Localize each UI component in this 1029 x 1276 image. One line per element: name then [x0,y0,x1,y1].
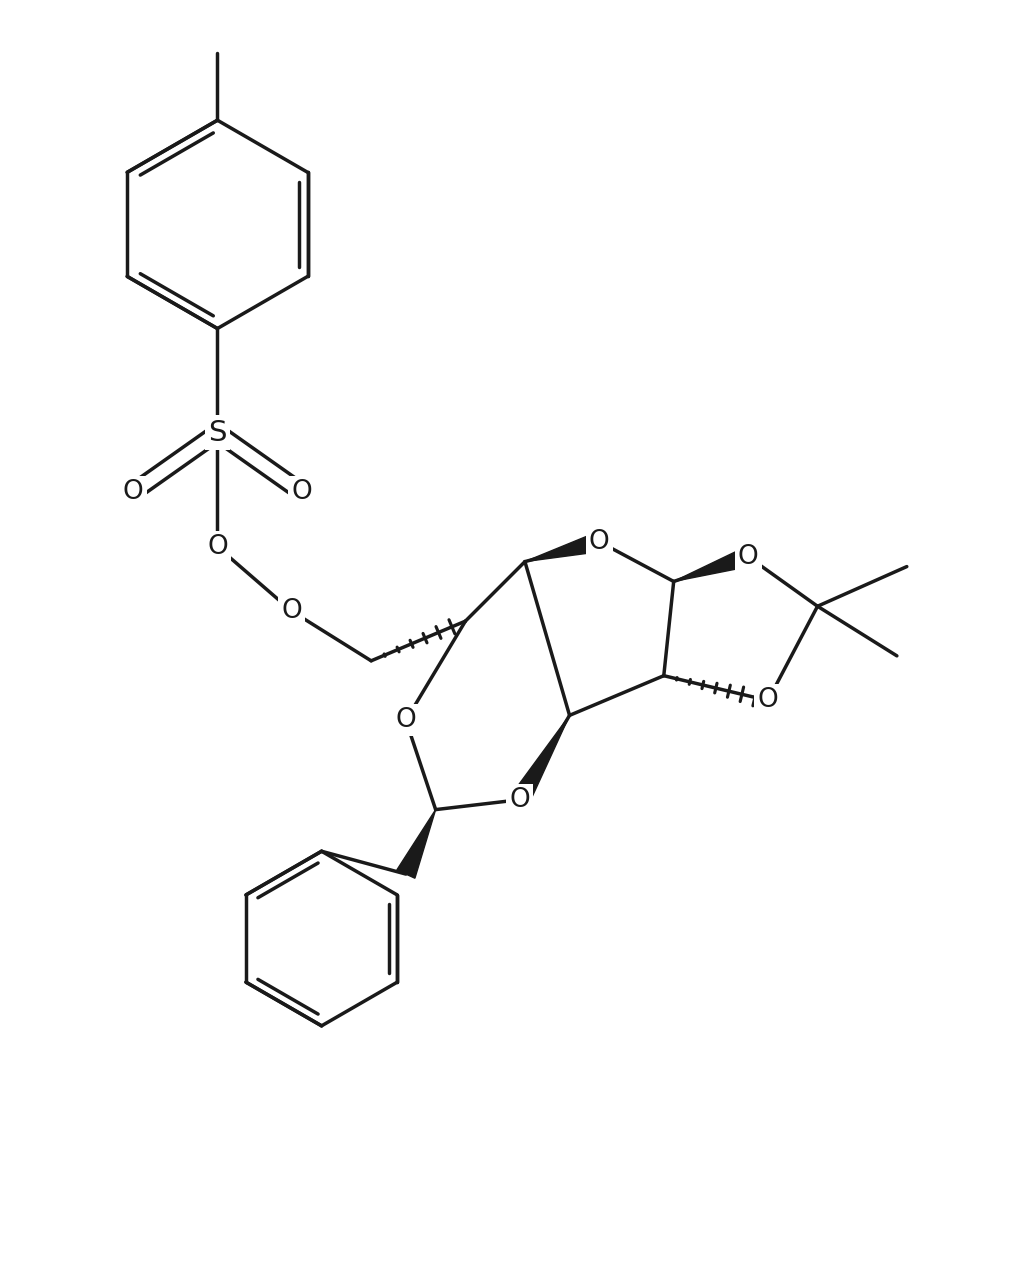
Polygon shape [674,547,751,582]
Text: O: O [757,688,778,713]
Text: O: O [207,533,227,560]
Text: O: O [395,707,417,734]
Polygon shape [511,716,569,805]
Polygon shape [397,809,435,878]
Text: O: O [589,528,610,555]
Text: O: O [291,480,312,505]
Text: S: S [208,419,226,447]
Text: O: O [738,544,758,569]
Text: O: O [282,598,303,624]
Text: O: O [509,787,530,813]
Text: O: O [122,480,143,505]
Polygon shape [525,532,602,561]
